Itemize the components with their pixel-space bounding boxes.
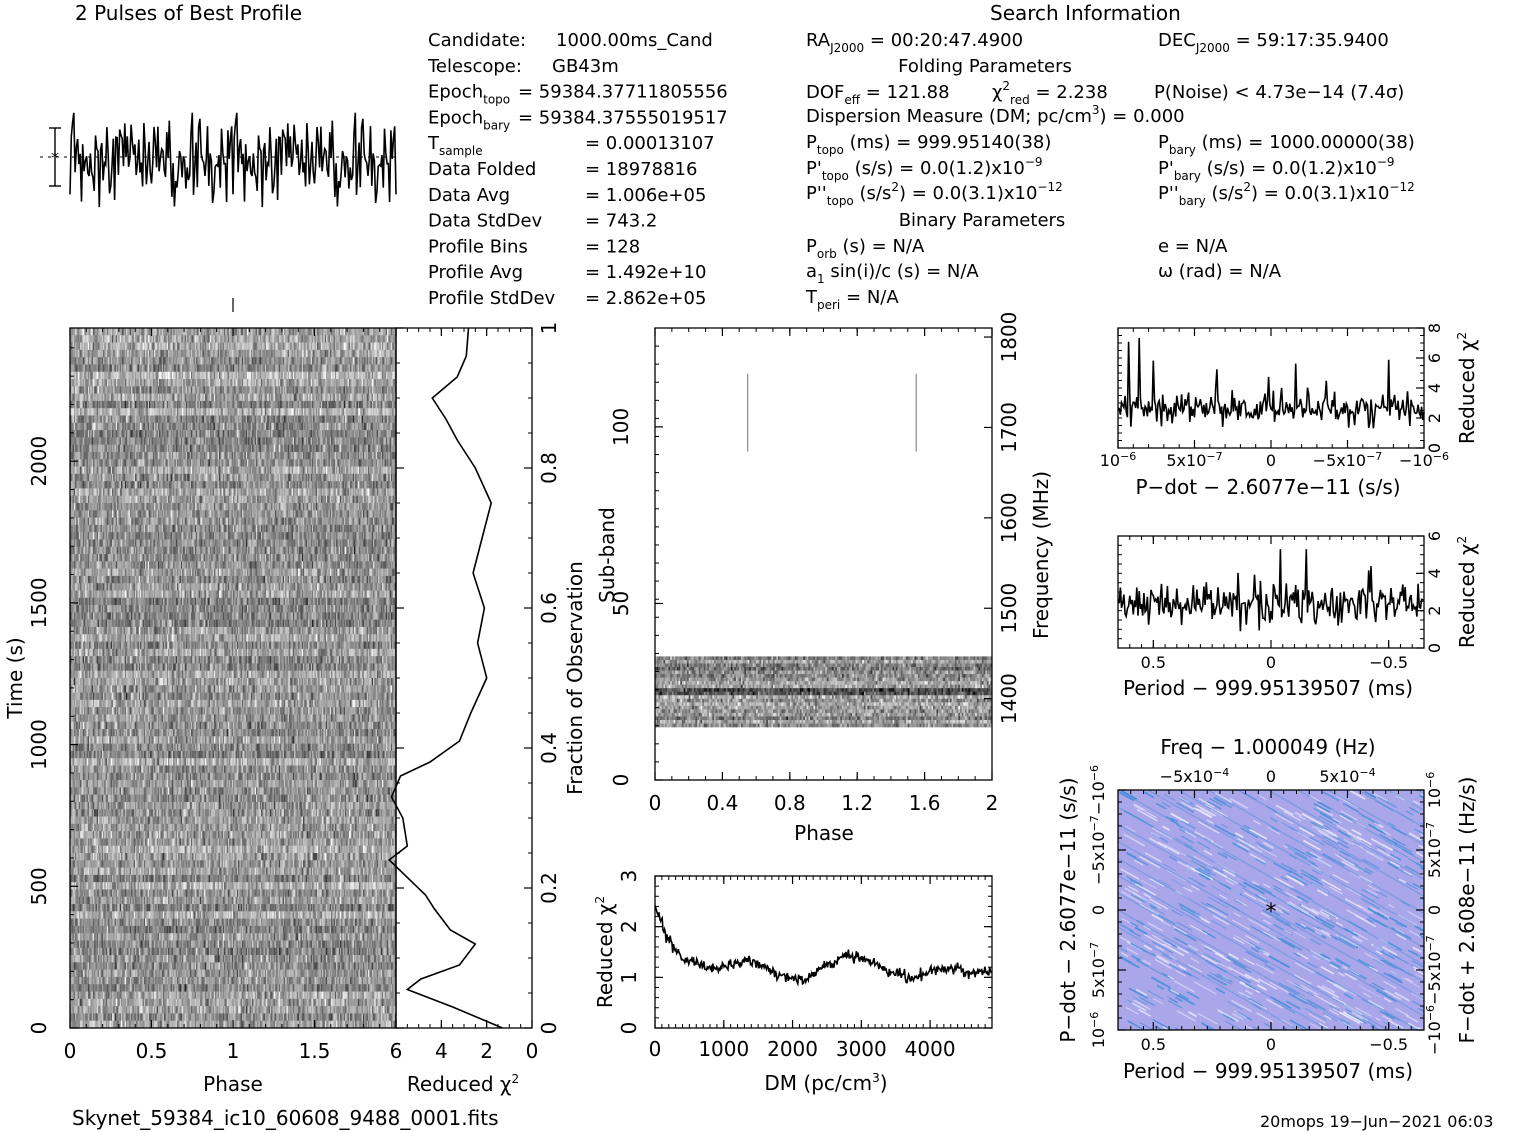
info-label-9: Profile Avg bbox=[428, 262, 523, 283]
tperi-line: Tperi = N/A bbox=[805, 287, 899, 312]
info-label-10: Profile StdDev bbox=[428, 288, 556, 309]
porb-line: Porb (s) = N/A bbox=[806, 236, 925, 261]
pdot-bary-line: P'bary (s/s) = 0.0(1.2)x10−9 bbox=[1158, 155, 1395, 183]
info-label-0: Candidate: bbox=[428, 30, 526, 51]
info-label-4: Tsample bbox=[427, 133, 483, 158]
info-value-2: = 59384.37711805556 bbox=[518, 82, 728, 103]
dec-line: DECJ2000 = 59:17:35.9400 bbox=[1158, 30, 1389, 55]
info-label-3: Epochbary bbox=[428, 107, 510, 132]
info-label-8: Profile Bins bbox=[428, 236, 528, 257]
asini-line: a1 sin(i)/c (s) = N/A bbox=[806, 261, 979, 286]
time-phase-image bbox=[70, 328, 396, 1028]
dof-line: DOFeff = 121.88 bbox=[806, 82, 950, 107]
profile-errorbar-mark: * bbox=[51, 148, 59, 167]
profile-title: 2 Pulses of Best Profile bbox=[75, 1, 302, 25]
info-label-7: Data StdDev bbox=[428, 211, 543, 232]
folding-title: Folding Parameters bbox=[898, 56, 1072, 77]
ecc-line: e = N/A bbox=[1158, 236, 1228, 257]
search-info-title: Search Information bbox=[990, 1, 1181, 25]
folding-info-column: RAJ2000 = 00:20:47.4900 DECJ2000 = 59:17:… bbox=[805, 30, 1415, 312]
pddot-bary-line: P''bary (s/s2) = 0.0(3.1)x10−12 bbox=[1158, 180, 1415, 208]
info-label-1: Telescope: bbox=[427, 56, 522, 77]
info-value-5: = 18978816 bbox=[585, 159, 697, 180]
pnoise-line: P(Noise) < 4.73e−14 (7.4σ) bbox=[1154, 82, 1404, 103]
info-value-3: = 59384.37555019517 bbox=[518, 107, 728, 128]
ra-line: RAJ2000 = 00:20:47.4900 bbox=[806, 30, 1023, 55]
candidate-info-column: Candidate: 1000.00ms_Cand Telescope: GB43m E… bbox=[427, 30, 728, 309]
info-value-7: = 743.2 bbox=[585, 211, 657, 232]
info-label-6: Data Avg bbox=[428, 185, 510, 206]
info-value-10: = 2.862e+05 bbox=[585, 288, 706, 309]
pulse-profile-plot: * bbox=[40, 113, 396, 312]
info-value-4: = 0.00013107 bbox=[585, 133, 715, 154]
info-value-1: GB43m bbox=[552, 56, 619, 77]
info-value-9: = 1.492e+10 bbox=[585, 262, 706, 283]
profile-curve bbox=[70, 113, 396, 207]
chi-red-line: χ2red = 2.238 bbox=[992, 79, 1108, 107]
omega-line: ω (rad) = N/A bbox=[1158, 261, 1282, 282]
info-label-2: Epochtopo bbox=[428, 82, 510, 107]
pddot-topo-line: P''topo (s/s2) = 0.0(3.1)x10−12 bbox=[806, 180, 1063, 208]
dm-line: Dispersion Measure (DM; pc/cm3) = 0.000 bbox=[806, 103, 1185, 127]
info-value-8: = 128 bbox=[585, 236, 640, 257]
info-label-5: Data Folded bbox=[428, 159, 536, 180]
p-topo-line: Ptopo (ms) = 999.95140(38) bbox=[806, 132, 1051, 157]
pdot-topo-line: P'topo (s/s) = 0.0(1.2)x10−9 bbox=[806, 155, 1043, 183]
binary-title: Binary Parameters bbox=[899, 210, 1066, 231]
info-value-6: = 1.006e+05 bbox=[585, 185, 706, 206]
info-value-0: 1000.00ms_Cand bbox=[556, 30, 713, 51]
p-bary-line: Pbary (ms) = 1000.00000(38) bbox=[1158, 132, 1415, 157]
